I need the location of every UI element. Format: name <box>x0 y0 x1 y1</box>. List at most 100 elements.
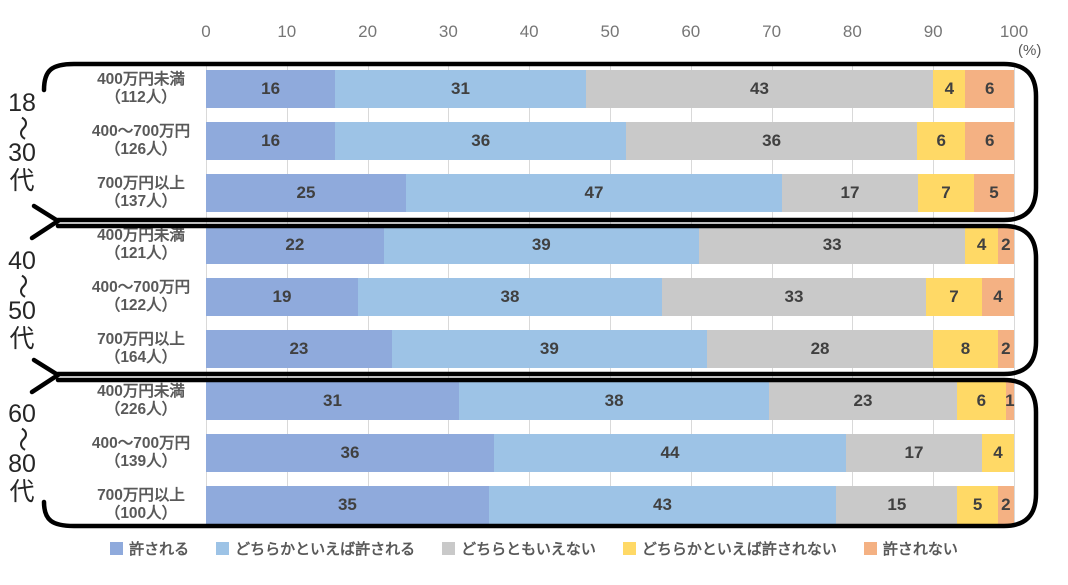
legend-label: どちらともいえない <box>461 541 596 558</box>
row-label-category: 700万円以上 <box>97 487 185 504</box>
bar-segment: 15 <box>836 486 958 524</box>
x-tick-label: 30 <box>438 22 458 41</box>
bar-segment: 4 <box>965 226 998 264</box>
bar-segment-value: 16 <box>261 79 281 98</box>
bar-segment-value: 6 <box>976 391 987 410</box>
bar-segment-value: 35 <box>337 495 357 514</box>
bar-segment: 47 <box>406 174 782 212</box>
legend-label: 許される <box>129 541 190 558</box>
legend-item: 許される <box>110 538 189 559</box>
bar-segment-value: 5 <box>989 183 999 202</box>
legend-swatch <box>216 542 230 555</box>
bar-segment: 31 <box>206 382 459 420</box>
bar-row: 16 36 36 6 6 <box>206 122 1014 160</box>
row-label-count: （226人） <box>104 401 178 419</box>
bar-segment-value: 4 <box>993 287 1003 306</box>
bar-segment: 39 <box>391 330 707 368</box>
bar-segment: 7 <box>917 174 974 212</box>
bar-segment: 36 <box>206 434 494 472</box>
bar-segment: 38 <box>358 278 662 316</box>
row-label-category: 400万円未満 <box>97 71 185 88</box>
row-label-category: 400万円未満 <box>97 227 185 244</box>
bar-segment-value: 38 <box>604 391 624 410</box>
bar-segment-value: 38 <box>500 287 520 306</box>
age-label-line: 〜 <box>8 426 37 452</box>
bar-segment: 23 <box>769 382 957 420</box>
bar-segment-value: 31 <box>323 391 342 410</box>
bar-segment: 38 <box>459 382 770 420</box>
legend-swatch <box>622 542 636 555</box>
age-label-line: 代 <box>9 478 35 507</box>
bar-segment-value: 2 <box>1001 235 1011 254</box>
row-label-count: （164人） <box>104 349 178 367</box>
bar-segment-value: 17 <box>904 443 924 462</box>
bar-segment-value: 7 <box>941 183 951 202</box>
row-label: 400〜700万円 （122人） <box>78 279 204 316</box>
row-label-count: （139人） <box>104 453 178 471</box>
row-label-count: （100人） <box>104 505 178 523</box>
bar-segment: 5 <box>973 174 1014 212</box>
age-label-line: 60 <box>8 399 36 428</box>
legend-label: どちらかといえば許されない <box>641 541 837 558</box>
row-label: 400万円未満 （112人） <box>78 71 204 108</box>
axis-unit-label: (%) <box>1018 42 1042 59</box>
bar-segment: 28 <box>706 330 934 368</box>
bar-segment-value: 6 <box>984 131 995 150</box>
legend-swatch <box>110 542 124 555</box>
row-label-count: （137人） <box>104 193 178 211</box>
bar-segment-value: 7 <box>949 287 959 306</box>
bar-segment: 19 <box>206 278 358 316</box>
legend-item: どちらともいえない <box>442 538 596 559</box>
row-label: 700万円以上 （100人） <box>78 487 204 524</box>
bar-segment: 35 <box>206 486 489 524</box>
bar-segment-value: 2 <box>1001 339 1011 358</box>
legend: 許される どちらかといえば許される どちらともいえない どちらかといえば許されない 許さ… <box>0 538 1068 559</box>
bar-segment-value: 25 <box>296 183 316 202</box>
x-tick-label: 70 <box>762 22 782 41</box>
row-label-count: （122人） <box>104 297 178 315</box>
bar-segment-value: 4 <box>976 235 987 254</box>
bar-segment-value: 2 <box>1001 495 1011 514</box>
bar-segment: 17 <box>782 174 918 212</box>
bar-segment-value: 23 <box>853 391 873 410</box>
x-tick-label: 0 <box>201 22 211 41</box>
bar-segment-value: 31 <box>451 79 470 98</box>
bar-segment-value: 8 <box>960 339 971 358</box>
bar-segment-value: 36 <box>340 443 360 462</box>
row-label-category: 400〜700万円 <box>91 435 191 452</box>
bar-segment: 7 <box>926 278 982 316</box>
bar-segment: 2 <box>997 330 1014 368</box>
row-label: 700万円以上 （137人） <box>78 175 204 212</box>
bar-row: 31 38 23 6 1 <box>206 382 1015 420</box>
age-label-line: 30 <box>8 139 36 168</box>
bar-segment: 17 <box>846 434 982 472</box>
bar-segment-value: 4 <box>993 443 1003 462</box>
bar-segment: 5 <box>957 486 998 524</box>
legend-swatch <box>442 542 456 555</box>
bar-segment-value: 17 <box>840 183 860 202</box>
bar-segment-value: 23 <box>289 339 309 358</box>
bar-segment: 6 <box>956 382 1006 420</box>
row-label-category: 700万円以上 <box>97 175 185 192</box>
bar-segment-value: 43 <box>653 495 672 514</box>
age-group-label: 60 〜 80 代 <box>0 380 44 526</box>
x-tick-label: 10 <box>277 22 297 41</box>
legend-label: どちらかといえば許される <box>235 541 416 558</box>
bar-segment: 4 <box>981 434 1014 472</box>
bar-segment: 4 <box>982 278 1014 316</box>
bar-segment: 2 <box>997 226 1014 264</box>
legend-swatch <box>863 542 877 555</box>
bar-segment: 22 <box>206 226 384 264</box>
bar-segment-value: 47 <box>584 183 604 202</box>
bar-segment-value: 39 <box>539 339 559 358</box>
bar-segment-value: 43 <box>749 79 769 98</box>
age-label-line: 〜 <box>8 115 37 141</box>
age-label-line: 〜 <box>8 273 37 299</box>
legend-item: どちらかといえば許されない <box>622 538 837 559</box>
row-label: 400〜700万円 （139人） <box>78 435 204 472</box>
bar-segment: 39 <box>383 226 699 264</box>
bar-segment-value: 36 <box>762 131 782 150</box>
bar-segment-value: 22 <box>285 235 305 254</box>
x-tick-label: 60 <box>681 22 701 41</box>
